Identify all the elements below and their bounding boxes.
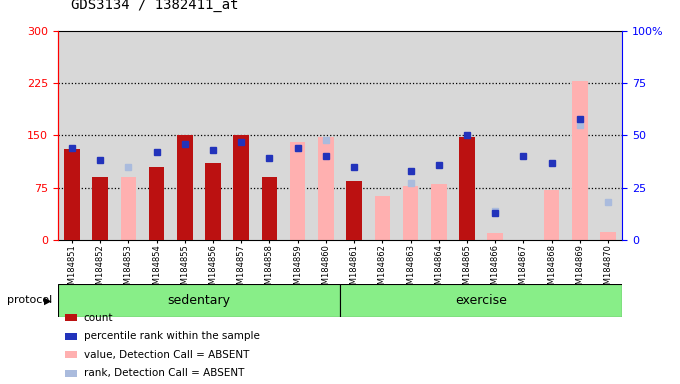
Bar xyxy=(262,177,277,240)
Bar xyxy=(58,284,340,317)
Bar xyxy=(340,31,369,240)
Bar xyxy=(114,31,143,240)
Text: value, Detection Call = ABSENT: value, Detection Call = ABSENT xyxy=(84,350,249,360)
Bar xyxy=(403,185,418,240)
Bar xyxy=(227,31,256,240)
Bar xyxy=(509,31,538,240)
Bar xyxy=(600,232,616,240)
Bar xyxy=(64,149,80,240)
Bar xyxy=(369,31,396,240)
Bar xyxy=(312,31,340,240)
Bar xyxy=(572,81,588,240)
Bar xyxy=(488,233,503,240)
Bar xyxy=(481,31,509,240)
Bar xyxy=(199,31,227,240)
Bar xyxy=(346,181,362,240)
Bar xyxy=(453,31,481,240)
Bar xyxy=(538,31,566,240)
Bar xyxy=(58,31,86,240)
Bar xyxy=(375,196,390,240)
Bar xyxy=(86,31,114,240)
Bar xyxy=(318,137,334,240)
Bar xyxy=(233,136,249,240)
Bar xyxy=(290,142,305,240)
Bar xyxy=(284,31,312,240)
Bar xyxy=(256,31,284,240)
Text: count: count xyxy=(84,313,113,323)
Bar xyxy=(171,31,199,240)
Bar xyxy=(566,31,594,240)
Text: sedentary: sedentary xyxy=(167,294,231,307)
Bar xyxy=(594,31,622,240)
Bar xyxy=(425,31,453,240)
Bar xyxy=(340,284,622,317)
Bar xyxy=(120,177,136,240)
Bar xyxy=(459,137,475,240)
Bar xyxy=(205,163,221,240)
Text: GDS3134 / 1382411_at: GDS3134 / 1382411_at xyxy=(71,0,239,12)
Bar xyxy=(396,31,425,240)
Bar xyxy=(143,31,171,240)
Bar xyxy=(92,177,108,240)
Text: percentile rank within the sample: percentile rank within the sample xyxy=(84,331,260,341)
Bar xyxy=(544,190,560,240)
Bar xyxy=(177,136,192,240)
Text: rank, Detection Call = ABSENT: rank, Detection Call = ABSENT xyxy=(84,368,244,378)
Text: exercise: exercise xyxy=(455,294,507,307)
Text: protocol: protocol xyxy=(7,295,52,306)
Bar xyxy=(149,167,165,240)
Bar xyxy=(431,184,447,240)
Text: ▶: ▶ xyxy=(44,295,51,306)
